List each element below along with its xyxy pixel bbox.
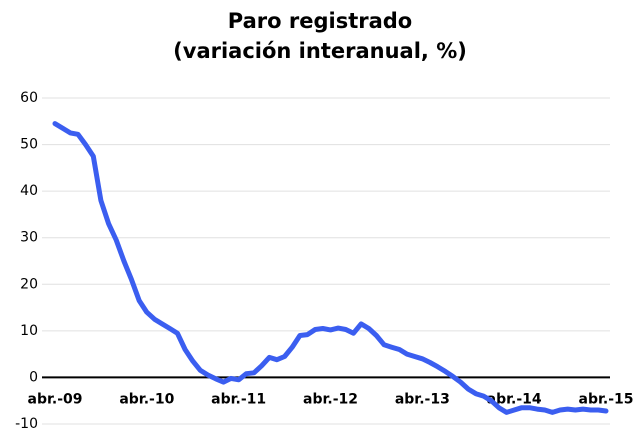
chart-subtitle: (variación interanual, %) <box>173 39 467 63</box>
data-line <box>52 121 609 415</box>
x-tick-label: abr.-14 <box>487 391 542 407</box>
x-tick-label: abr.-15 <box>579 391 634 407</box>
y-tick-label: 60 <box>20 90 38 106</box>
y-tick-label: 40 <box>20 183 38 199</box>
x-tick-label: abr.-11 <box>211 391 266 407</box>
x-tick-label: abr.-13 <box>395 391 450 407</box>
y-tick-label: 10 <box>20 323 38 339</box>
y-tick-label: 0 <box>29 369 38 385</box>
x-tick-label: abr.-12 <box>303 391 358 407</box>
y-tick-label: 50 <box>20 137 38 153</box>
x-tick-label: abr.-10 <box>119 391 174 407</box>
y-tick-label: -10 <box>15 416 38 429</box>
y-tick-label: 20 <box>20 276 38 292</box>
chart-title: Paro registrado <box>228 9 412 33</box>
y-tick-label: 30 <box>20 230 38 246</box>
x-tick-label: abr.-09 <box>28 391 83 407</box>
